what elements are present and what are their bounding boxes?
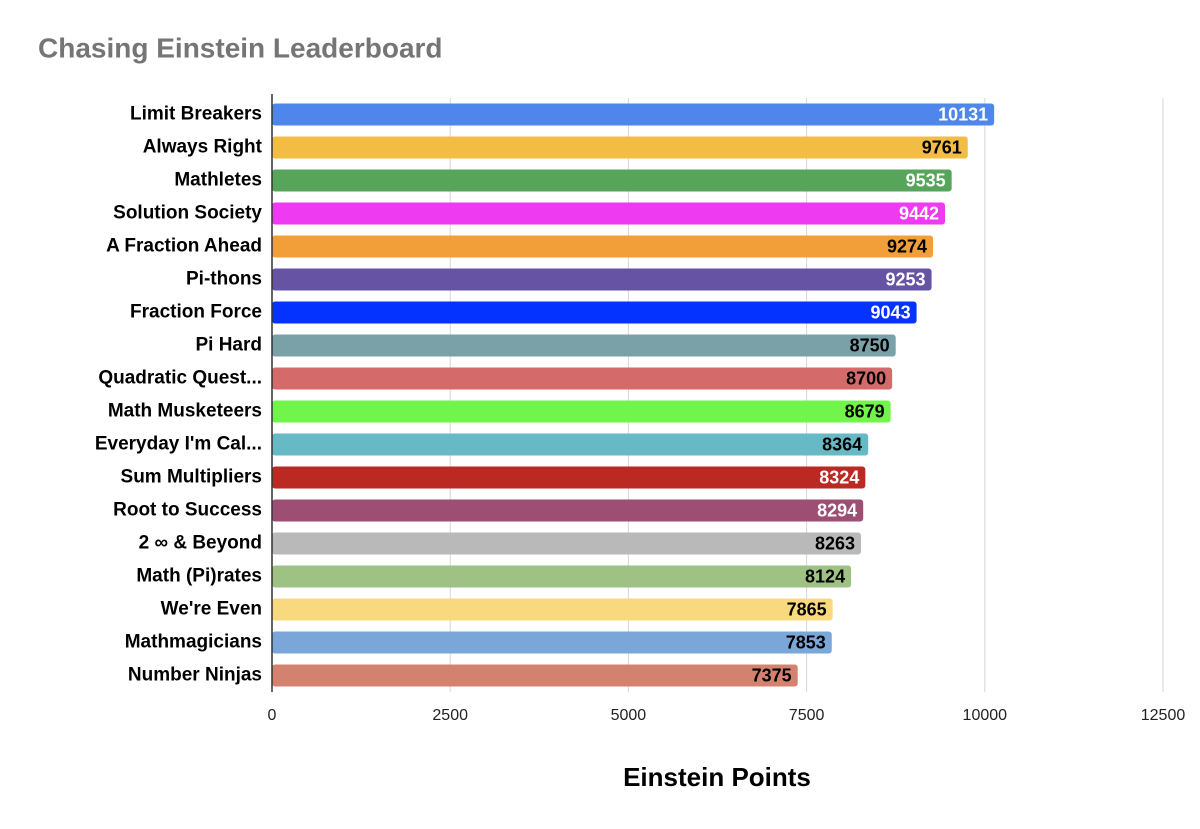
value-label: 8324 [819, 467, 859, 487]
bar [272, 400, 891, 423]
value-label: 9442 [899, 203, 939, 223]
value-label: 7865 [787, 599, 827, 619]
category-label: Solution Society [113, 203, 262, 224]
category-label: Sum Multipliers [121, 467, 262, 488]
value-label: 8263 [815, 533, 855, 553]
bar [272, 466, 866, 489]
value-label: 8700 [846, 368, 886, 388]
category-label: Everyday I'm Cal... [95, 434, 262, 455]
category-label: 2 ∞ & Beyond [139, 533, 262, 554]
category-label: Fraction Force [130, 302, 262, 323]
category-label: Number Ninjas [128, 665, 262, 686]
chart-title: Chasing Einstein Leaderboard [38, 32, 443, 63]
bar [272, 268, 932, 291]
bar [272, 367, 893, 390]
bar [272, 334, 896, 357]
bar [272, 136, 968, 159]
bar [272, 664, 798, 687]
category-label: Limit Breakers [130, 104, 262, 125]
x-tick-label: 5000 [611, 707, 647, 724]
category-label: Always Right [143, 137, 263, 158]
bar [272, 598, 833, 621]
value-label: 7375 [752, 665, 792, 685]
x-axis-label: Einstein Points [623, 762, 811, 792]
category-label: We're Even [161, 599, 262, 620]
value-label: 8750 [850, 335, 890, 355]
value-label: 9761 [922, 137, 962, 157]
bar [272, 565, 852, 588]
bar [272, 499, 864, 522]
value-label: 8294 [817, 500, 857, 520]
value-label: 9274 [887, 236, 927, 256]
category-label: Mathletes [174, 170, 262, 191]
bar [272, 433, 869, 456]
bar [272, 169, 952, 192]
value-label: 9043 [871, 302, 911, 322]
category-label: Root to Success [113, 500, 262, 521]
value-label: 10131 [938, 104, 988, 124]
x-tick-label: 12500 [1141, 707, 1186, 724]
bar [272, 532, 861, 555]
bar [272, 202, 946, 225]
value-label: 8679 [845, 401, 885, 421]
category-label: Math (Pi)rates [136, 566, 262, 587]
bar [272, 103, 995, 126]
category-label: Math Musketeers [108, 401, 262, 422]
bar [272, 235, 934, 258]
x-tick-label: 10000 [963, 707, 1008, 724]
bar [272, 301, 917, 324]
value-label: 8364 [822, 434, 862, 454]
value-label: 9253 [886, 269, 926, 289]
value-label: 7853 [786, 632, 826, 652]
x-tick-label: 2500 [432, 707, 468, 724]
category-label: A Fraction Ahead [106, 236, 262, 257]
category-label: Pi Hard [195, 335, 262, 356]
bar [272, 631, 832, 654]
x-tick-label: 0 [268, 707, 277, 724]
x-tick-label: 7500 [789, 707, 825, 724]
value-label: 8124 [805, 566, 845, 586]
category-label: Quadratic Quest... [98, 368, 262, 389]
category-label: Mathmagicians [125, 632, 262, 653]
value-label: 9535 [906, 170, 946, 190]
category-label: Pi-thons [186, 269, 262, 290]
